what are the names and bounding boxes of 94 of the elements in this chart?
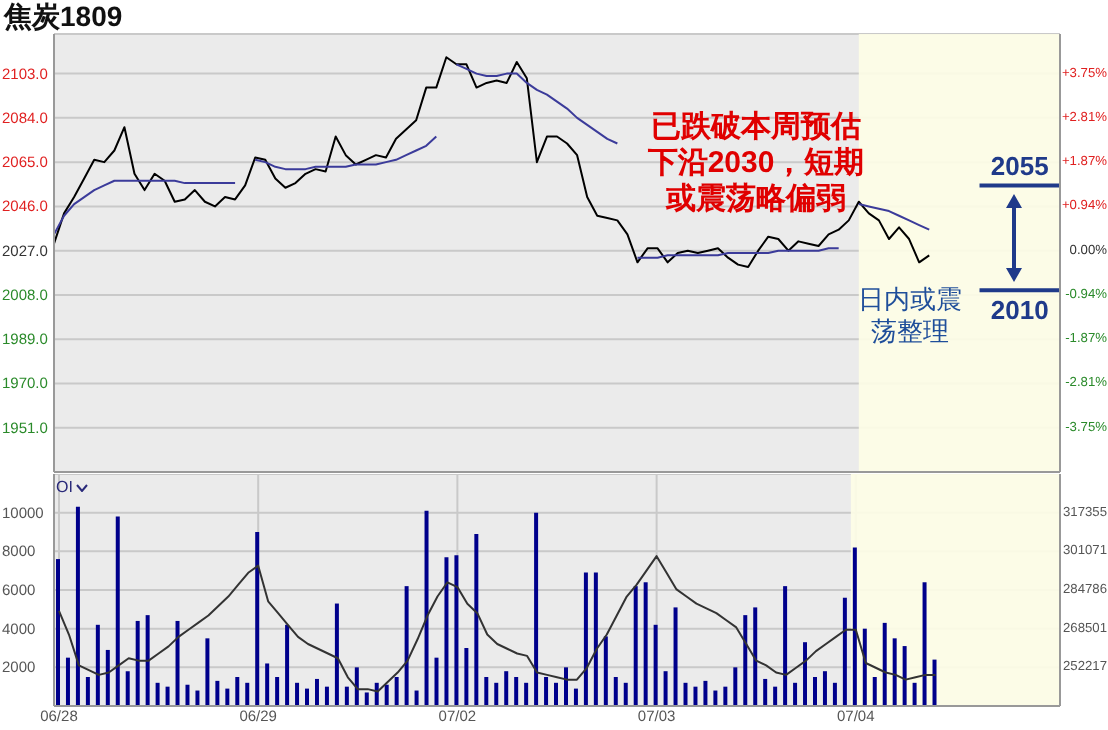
bar (344, 686, 349, 706)
bar (832, 682, 837, 706)
bar (922, 582, 927, 706)
bar (514, 677, 519, 706)
bar (763, 678, 768, 706)
bar (872, 677, 877, 706)
bar (354, 667, 359, 706)
bar (235, 677, 240, 706)
bar (842, 597, 847, 706)
bar (464, 648, 469, 706)
bar (882, 622, 887, 706)
chart-title: 焦炭1809 (4, 0, 123, 32)
bar (215, 680, 220, 706)
bar (693, 686, 698, 706)
bar (743, 615, 748, 706)
bar (593, 572, 598, 706)
bar (484, 677, 489, 706)
bar (603, 636, 608, 706)
bar (75, 506, 80, 706)
bar (563, 667, 568, 706)
bar (135, 620, 140, 706)
bar (733, 667, 738, 706)
bar (544, 677, 549, 706)
bar (205, 638, 210, 706)
ref-line-label: 2055 (990, 151, 1049, 182)
bar (314, 678, 319, 706)
bar (573, 688, 578, 706)
bar (812, 677, 817, 706)
bar (95, 624, 100, 706)
bar (852, 547, 857, 706)
bar (65, 657, 70, 706)
bar (295, 682, 300, 706)
bar (643, 582, 648, 706)
bar (195, 690, 200, 706)
bar (384, 684, 389, 706)
bar (145, 615, 150, 706)
bar (793, 682, 798, 706)
bar (85, 677, 90, 706)
bar (912, 682, 917, 706)
bar (245, 682, 250, 706)
bar (125, 671, 130, 706)
bar (444, 557, 449, 706)
bar (185, 684, 190, 706)
bar (932, 659, 937, 706)
bar (623, 682, 628, 706)
bar (862, 628, 867, 706)
bar (394, 677, 399, 706)
bar (305, 688, 310, 706)
bar (673, 607, 678, 706)
bar (474, 533, 479, 706)
bar (504, 671, 509, 706)
bar (364, 692, 369, 706)
bar (285, 624, 290, 706)
bar (155, 682, 160, 706)
bar (334, 603, 339, 706)
bar (494, 682, 499, 706)
bar (225, 688, 230, 706)
bar (324, 686, 329, 706)
bar (683, 682, 688, 706)
bar (534, 512, 539, 706)
bar (175, 620, 180, 706)
bar (524, 682, 529, 706)
bar (723, 686, 728, 706)
bar (404, 586, 409, 706)
bar (434, 657, 439, 706)
bar (454, 555, 459, 706)
annotation: 已跌破本周预估下沿2030，短期或震荡略偏弱 (645, 110, 867, 218)
bar (115, 516, 120, 706)
annotation: 日内或震荡整理 (856, 284, 964, 348)
bar (713, 690, 718, 706)
bar (554, 682, 559, 706)
bar (653, 624, 658, 706)
annotation: OI (56, 478, 73, 496)
bar (56, 559, 60, 706)
bar (583, 572, 588, 706)
bar (613, 677, 618, 706)
line-series (57, 555, 937, 693)
bar (822, 671, 827, 706)
bar (753, 607, 758, 706)
bar (902, 646, 907, 706)
bar (703, 680, 708, 706)
bar (105, 649, 110, 706)
bar (633, 586, 638, 706)
bar (414, 690, 419, 706)
bar (265, 663, 270, 706)
bar (773, 686, 778, 706)
bar (803, 642, 808, 706)
bar (275, 677, 280, 706)
bar (783, 586, 788, 706)
bar (892, 638, 897, 706)
bar (424, 510, 429, 706)
bar (165, 686, 170, 706)
bar (663, 671, 668, 706)
ref-line-label: 2010 (990, 294, 1049, 325)
